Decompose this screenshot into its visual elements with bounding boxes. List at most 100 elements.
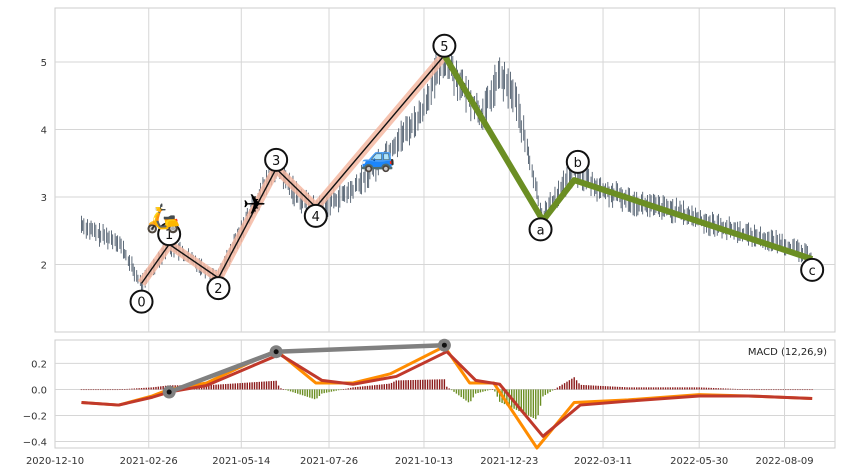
wave-label-1: 1: [165, 228, 173, 243]
macd-histogram-bar: [80, 389, 83, 391]
macd-y-tick-label: −0.4: [23, 437, 47, 448]
macd-histogram-bar: [114, 389, 116, 391]
macd-histogram-bar: [318, 389, 321, 396]
macd-histogram-bar: [364, 386, 366, 390]
airplane-icon: ✈: [243, 188, 266, 221]
macd-histogram-bar: [124, 389, 126, 390]
macd-histogram-bar: [775, 389, 777, 391]
macd-histogram-bar: [263, 381, 265, 390]
wave-label-a: a: [537, 223, 545, 238]
macd-histogram-bar: [90, 389, 92, 391]
macd-histogram-bar: [705, 387, 708, 390]
wave-label-circle: [800, 257, 825, 282]
macd-histogram-bar: [304, 389, 306, 397]
wave-label-circle: [432, 33, 457, 58]
macd-histogram-bar: [486, 389, 489, 391]
macd-histogram-bar: [443, 379, 446, 390]
macd-histogram-bar: [773, 389, 775, 391]
macd-histogram-bar: [111, 389, 114, 391]
x-tick-label: 2021-02-26: [120, 456, 178, 467]
macd-histogram-bar: [789, 389, 792, 391]
price-y-tick-label: 3: [41, 193, 47, 204]
macd-histogram-bar: [342, 389, 345, 390]
macd-histogram-bar: [544, 389, 547, 395]
macd-histogram-bar: [700, 387, 703, 390]
macd-histogram-bar: [234, 383, 236, 390]
macd-histogram-bar: [251, 382, 253, 390]
macd-histogram-bar: [92, 389, 95, 391]
macd-histogram-bar: [285, 389, 287, 391]
macd-histogram-bar: [626, 387, 628, 390]
correction-wave-line: [441, 53, 814, 262]
wave-label-4: 4: [312, 210, 320, 225]
macd-histogram-bar: [297, 389, 299, 394]
macd-histogram-bar: [328, 389, 330, 393]
macd-histogram-bar: [280, 388, 282, 390]
macd-histogram-bar: [797, 389, 799, 391]
macd-histogram-bar: [523, 389, 525, 414]
macd-histogram-bar: [376, 384, 378, 390]
macd-histogram-bar: [407, 380, 410, 390]
macd-histogram-bar: [645, 387, 648, 390]
macd-histogram-bar: [212, 384, 215, 390]
macd-histogram-bar: [210, 384, 212, 390]
macd-histogram-bar: [347, 388, 349, 390]
macd-histogram-bar: [491, 389, 494, 390]
macd-histogram-bar: [99, 389, 102, 391]
wave-label-circle: [303, 203, 328, 228]
macd-histogram-bar: [520, 389, 523, 413]
macd-histogram-bar: [309, 389, 311, 398]
macd-histogram-bar: [688, 387, 691, 390]
macd-histogram-bar: [498, 389, 501, 402]
macd-histogram-bar: [241, 382, 244, 390]
macd-histogram-bar: [672, 387, 674, 390]
macd-histogram-bar: [619, 386, 621, 390]
macd-histogram-bar: [479, 389, 482, 393]
macd-histogram-bar: [357, 386, 359, 390]
macd-histogram-bar: [434, 379, 436, 390]
macd-histogram-bar: [684, 387, 686, 390]
macd-histogram-bar: [107, 389, 109, 391]
macd-histogram-bar: [696, 387, 698, 390]
macd-histogram-bar: [477, 389, 479, 393]
macd-histogram-bar: [751, 389, 753, 391]
macd-histogram-bar: [227, 383, 229, 390]
macd-histogram-bar: [686, 387, 688, 390]
macd-histogram-bar: [378, 384, 381, 390]
macd-histogram-bar: [583, 385, 585, 390]
macd-histogram-bar: [691, 387, 693, 390]
wave-label-3: 3: [272, 154, 280, 169]
macd-histogram-bar: [102, 389, 104, 391]
impulse-wave-line: [140, 54, 445, 284]
macd-panel: 2020-12-10 2021-02-26 2021-05-14 2021-07-26…: [23, 338, 836, 467]
macd-histogram-bar: [366, 385, 369, 390]
macd-histogram-bar: [333, 389, 335, 392]
x-tick-label: 2022-08-09: [755, 456, 813, 467]
macd-histogram-bar: [299, 389, 301, 395]
macd-histogram-bar: [121, 389, 124, 390]
macd-histogram-bar: [205, 385, 208, 390]
macd-histogram-bar: [561, 384, 563, 390]
macd-histogram-bar: [321, 389, 323, 394]
macd-histogram-bar: [258, 381, 261, 390]
x-tick-label: 2020-12-10: [26, 456, 84, 467]
macd-histogram-bar: [381, 384, 383, 390]
macd-histogram-bar: [780, 389, 782, 391]
macd-histogram-bar: [462, 389, 465, 399]
macd-histogram-bar: [83, 389, 85, 391]
macd-histogram-bar: [724, 388, 727, 390]
macd-histogram-bar: [97, 389, 99, 391]
macd-histogram-bar: [489, 389, 491, 391]
macd-histogram-bar: [506, 389, 508, 406]
macd-histogram-bar: [633, 387, 635, 390]
macd-histogram-bar: [635, 387, 638, 390]
macd-histogram-bar: [340, 389, 342, 391]
macd-histogram-bar: [417, 379, 419, 390]
macd-histogram-bar: [532, 389, 535, 419]
macd-histogram-bar: [628, 387, 631, 390]
macd-histogram-bar: [703, 387, 705, 390]
macd-histogram-bar: [525, 389, 527, 415]
macd-histogram-bar: [599, 385, 602, 390]
macd-histogram-bar: [614, 386, 616, 390]
macd-histogram-bar: [436, 379, 438, 390]
